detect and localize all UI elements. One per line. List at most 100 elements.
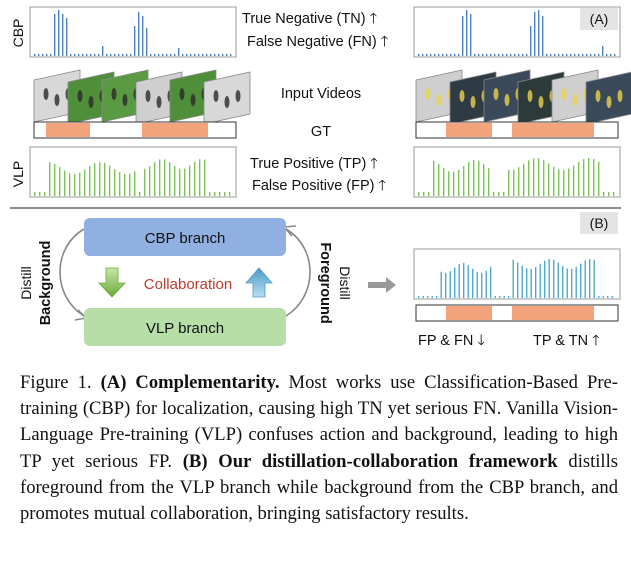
vlp-bar [433, 160, 435, 196]
cbp-bar [134, 26, 136, 56]
result-bar [476, 272, 478, 298]
result-bar [503, 296, 505, 298]
vlp-bar [578, 161, 580, 196]
vlp-bar [64, 170, 66, 196]
gt-segment [512, 306, 594, 320]
result-bar [481, 272, 483, 298]
result-bar [557, 262, 559, 298]
vlp-bar [39, 192, 41, 196]
caption-figure-number: Figure 1. [20, 372, 92, 393]
result-bar [517, 262, 519, 298]
cbp-bar [130, 54, 132, 56]
cbp-bar [146, 28, 148, 56]
cbp-bar [558, 54, 560, 56]
cbp-bar [502, 54, 504, 56]
cbp-bar [198, 54, 200, 56]
result-bar [467, 265, 469, 298]
cbp-bar [470, 14, 472, 56]
vlp-bar [493, 192, 495, 196]
cbp-bar [58, 10, 60, 56]
cbp-bar [182, 54, 184, 56]
video-frame [585, 71, 631, 125]
cbp-bar [434, 54, 436, 56]
cbp-bar [486, 54, 488, 56]
vlp-bar [528, 160, 530, 196]
cbp-plot-left [29, 6, 237, 58]
vlp-bar [149, 166, 151, 196]
gt-segment [446, 306, 492, 320]
vlp-bar [508, 169, 510, 196]
vlp-bar [588, 158, 590, 196]
vlp-bar [34, 192, 36, 196]
result-bar [458, 264, 460, 298]
result-bar [544, 260, 546, 298]
cbp-bar [542, 16, 544, 56]
cbp-branch-box [84, 218, 286, 256]
result-bar [445, 272, 447, 298]
gt-segment [446, 123, 492, 137]
vlp-bar [44, 192, 46, 196]
fp-fn-label: FP & FN [418, 333, 473, 349]
fp-fn-down-arrow: 🡓 [477, 333, 485, 349]
vlp-bar [583, 159, 585, 196]
cbp-bar [446, 54, 448, 56]
vlp-bar [558, 169, 560, 196]
result-bar [593, 259, 595, 298]
vlp-bar [548, 163, 550, 196]
cbp-bar [522, 54, 524, 56]
vlp-bar [89, 166, 91, 196]
vlp-bar [613, 192, 615, 196]
result-bar [575, 266, 577, 298]
cbp-bar [110, 54, 112, 56]
vlp-bar [503, 192, 505, 196]
vlp-branch-label: VLP branch [146, 320, 224, 337]
vlp-bar [553, 166, 555, 196]
result-bar [589, 259, 591, 298]
cbp-bar [74, 54, 76, 56]
cbp-bar [150, 54, 152, 56]
cbp-bar [158, 54, 160, 56]
vlp-bar [498, 192, 500, 196]
cbp-bar [126, 54, 128, 56]
down-arrow-icon [98, 267, 126, 298]
result-bar [472, 268, 474, 298]
vlp-bar [543, 160, 545, 196]
panel-b-tag: (B) [590, 215, 609, 231]
tp-tn-label: TP & TN [533, 333, 588, 349]
cbp-bar [598, 54, 600, 56]
gt-segment [142, 123, 208, 137]
cbp-bar [510, 54, 512, 56]
vlp-bar [598, 161, 600, 196]
cbp-bar [462, 16, 464, 56]
vlp-bar [124, 173, 126, 196]
result-bar [530, 268, 532, 298]
cbp-bar [482, 54, 484, 56]
cbp-bar [118, 54, 120, 56]
vlp-bar [74, 173, 76, 196]
result-bar [418, 296, 420, 298]
result-bar [512, 259, 514, 298]
cbp-row-label: CBP [10, 19, 26, 48]
cbp-bar [610, 54, 612, 56]
vlp-bar [438, 163, 440, 196]
cbp-bar [514, 54, 516, 56]
cbp-bar [210, 54, 212, 56]
result-bar [454, 267, 456, 298]
vlp-bar [139, 192, 141, 196]
result-bar [598, 296, 600, 298]
cbp-bar [142, 16, 144, 56]
cbp-bar [534, 12, 536, 56]
cbp-bar [538, 10, 540, 56]
result-bar [580, 263, 582, 298]
result-bar [526, 268, 528, 298]
cbp-bar [506, 54, 508, 56]
vlp-bar [538, 158, 540, 196]
cbp-bar [474, 54, 476, 56]
cbp-bar [614, 54, 616, 56]
result-bar [499, 296, 501, 298]
panel-a-tag: (A) [590, 11, 609, 27]
figure-caption: Figure 1. (A) Complementarity. Most work… [20, 370, 618, 527]
right-curve-arrow [285, 228, 311, 317]
cbp-bar [94, 54, 96, 56]
vlp-bar [608, 192, 610, 196]
